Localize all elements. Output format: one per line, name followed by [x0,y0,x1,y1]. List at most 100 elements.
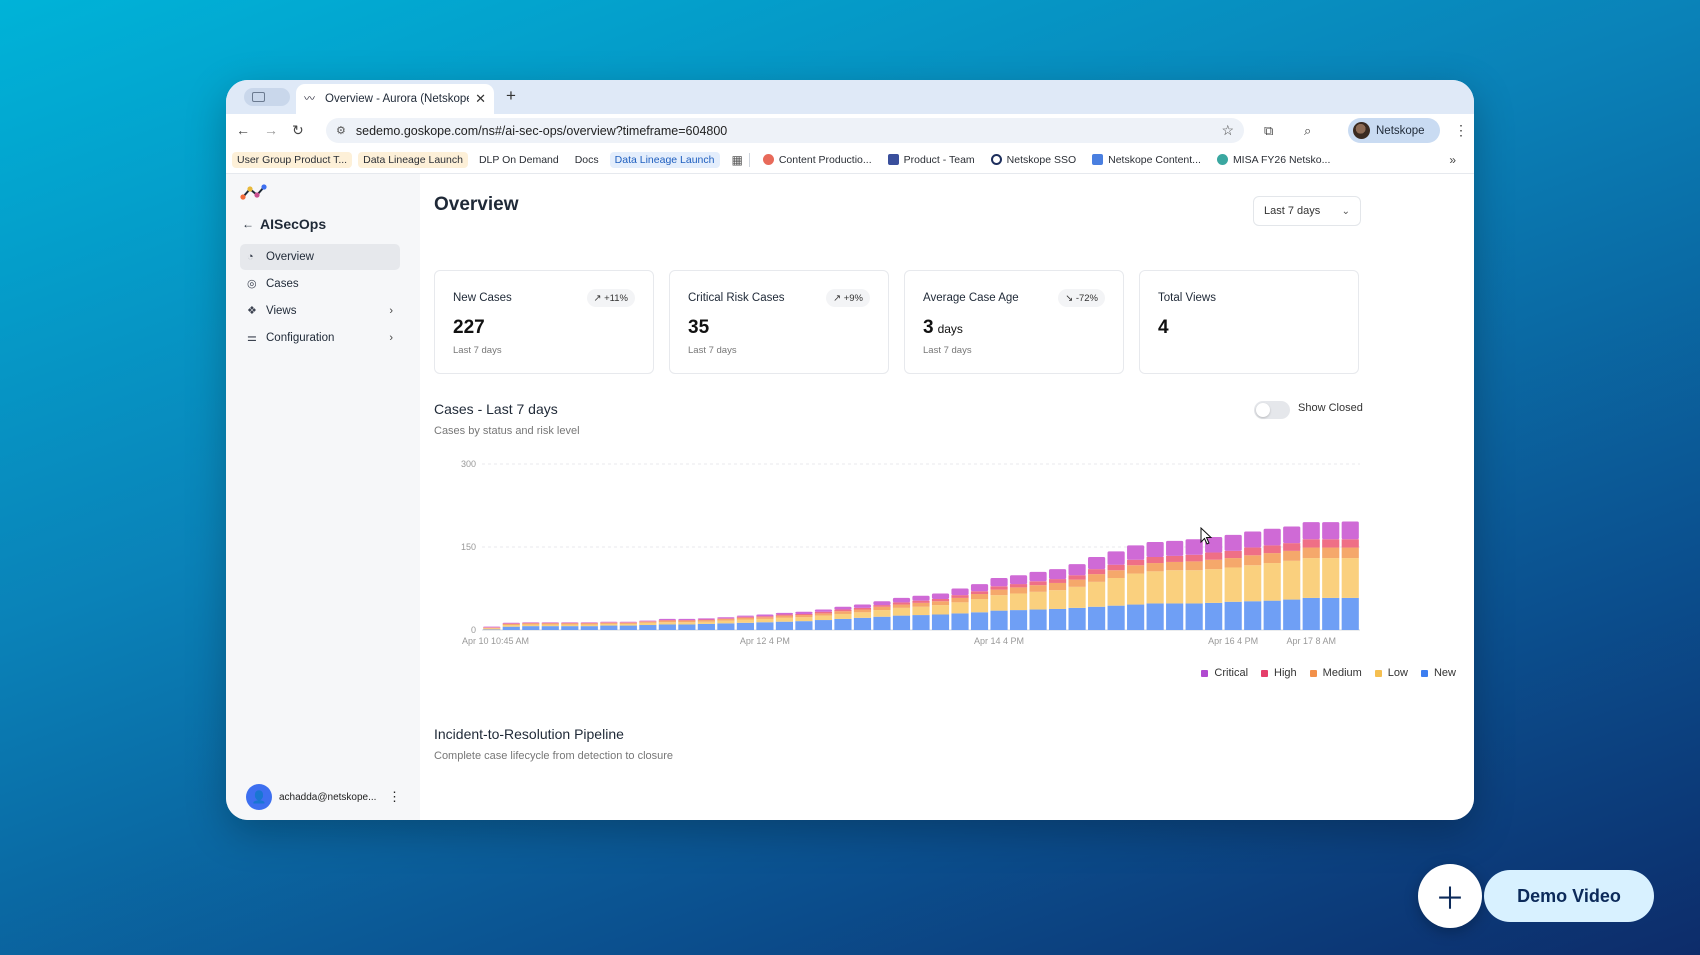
bar-segment-new[interactable] [1244,601,1262,630]
bar-segment-high[interactable] [912,600,930,603]
forward-arrow-icon[interactable]: → [264,122,278,138]
bar-segment-new[interactable] [1107,605,1125,630]
bar-segment-low[interactable] [1127,573,1145,605]
show-closed-toggle[interactable] [1254,401,1290,419]
bar-segment-high[interactable] [756,616,774,618]
bar-segment-high[interactable] [795,613,813,616]
bar-segment-low[interactable] [1205,569,1223,603]
bar-segment-critical[interactable] [990,577,1008,587]
bar-segment-critical[interactable] [1127,545,1145,560]
bar-segment-high[interactable] [1088,569,1106,575]
address-bar[interactable]: ⚙ sedemo.goskope.com/ns#/ai-sec-ops/over… [326,118,1244,143]
bar-segment-low[interactable] [1263,563,1281,601]
bar-segment-medium[interactable] [678,620,696,623]
bar-segment-critical[interactable] [756,614,774,617]
sidebar-item-views[interactable]: ❖ Views › [240,298,400,324]
bar-segment-high[interactable] [970,591,989,595]
bar-segment-critical[interactable] [970,584,989,592]
bar-segment-high[interactable] [522,622,540,624]
bar-segment-high[interactable] [1263,545,1281,554]
bar-segment-high[interactable] [483,627,501,628]
bar-segment-high[interactable] [1068,575,1086,580]
url-text[interactable]: sedemo.goskope.com/ns#/ai-sec-ops/overvi… [355,123,728,138]
bar-segment-medium[interactable] [853,609,872,613]
bar-segment-high[interactable] [580,622,598,624]
bar-segment-low[interactable] [1029,591,1047,610]
bar-segment-critical[interactable] [1341,521,1359,540]
legend-item-high[interactable]: High [1261,667,1297,679]
apps-grid-icon[interactable]: ▦ [731,152,743,167]
bar-segment-low[interactable] [658,622,676,625]
bar-segment-critical[interactable] [678,618,696,621]
bar-segment-medium[interactable] [522,623,540,625]
bar-segment-new[interactable] [775,621,794,630]
more-bookmarks-icon[interactable]: » [1449,152,1456,167]
bar-segment-new[interactable] [1068,607,1086,630]
bookmark-item[interactable]: DLP On Demand [478,153,559,166]
bar-segment-medium[interactable] [951,597,969,603]
average-case-age-card[interactable]: Average Case Age ↘ -72% 3 days Last 7 day… [904,270,1124,374]
bar-segment-high[interactable] [990,586,1008,590]
bar-segment-critical[interactable] [1244,531,1262,548]
bar-segment-high[interactable] [1283,543,1301,551]
site-settings-icon[interactable]: ⚙ [336,125,346,137]
bar-segment-medium[interactable] [814,613,833,616]
bar-segment-critical[interactable] [1009,575,1028,585]
bar-segment-high[interactable] [1205,552,1223,560]
bar-segment-medium[interactable] [639,621,657,623]
bar-segment-low[interactable] [483,628,501,630]
bar-segment-medium[interactable] [1048,582,1067,591]
bar-segment-medium[interactable] [541,623,559,625]
bar-segment-critical[interactable] [1107,551,1125,565]
bar-segment-critical[interactable] [1263,528,1281,546]
bar-segment-critical[interactable] [814,609,833,612]
bar-segment-critical[interactable] [892,597,911,603]
bar-segment-high[interactable] [541,622,559,624]
bar-segment-critical[interactable] [912,595,930,601]
bar-segment-new[interactable] [736,622,754,630]
bar-segment-low[interactable] [1068,586,1086,608]
bar-segment-new[interactable] [717,623,735,630]
bar-segment-low[interactable] [697,621,715,624]
bar-segment-medium[interactable] [483,627,501,629]
bar-segment-critical[interactable] [1185,539,1203,555]
bar-segment-low[interactable] [1146,571,1164,604]
bar-segment-high[interactable] [736,616,754,618]
tab-search-icon[interactable]: ⌕ [1304,123,1312,138]
bar-segment-high[interactable] [1244,547,1262,556]
bar-segment-low[interactable] [892,607,911,616]
bar-segment-medium[interactable] [1029,585,1047,592]
new-cases-card[interactable]: New Cases ↗ +11% 227 Last 7 days [434,270,654,374]
bar-segment-low[interactable] [1107,577,1125,606]
tab-search-button[interactable] [244,88,290,106]
bar-segment-new[interactable] [1009,610,1028,630]
browser-tab[interactable]: 〰 Overview - Aurora (Netskope ✕ [296,84,494,114]
bar-segment-critical[interactable] [697,618,715,620]
bookmark-item[interactable]: Data Lineage Launch [358,151,468,168]
bar-segment-low[interactable] [1244,565,1262,602]
bar-segment-new[interactable] [1283,599,1301,630]
bar-segment-critical[interactable] [717,617,735,619]
bar-segment-new[interactable] [697,623,715,630]
bar-segment-medium[interactable] [561,623,579,625]
bar-segment-new[interactable] [931,614,950,630]
bookmark-star-icon[interactable]: ☆ [1221,122,1234,138]
bar-segment-medium[interactable] [619,622,637,624]
bar-segment-new[interactable] [1185,603,1203,630]
bar-segment-high[interactable] [834,609,852,612]
bar-segment-low[interactable] [756,618,774,623]
bar-segment-medium[interactable] [717,618,735,621]
bar-segment-new[interactable] [1322,597,1340,630]
bar-segment-low[interactable] [795,617,813,622]
bar-segment-low[interactable] [639,622,657,626]
bar-segment-new[interactable] [1048,608,1067,630]
bar-segment-low[interactable] [931,605,950,615]
bar-segment-critical[interactable] [736,615,754,617]
bookmark-item[interactable]: User Group Product T... [232,151,353,168]
bar-segment-new[interactable] [619,625,637,630]
reload-icon[interactable]: ↻ [292,122,304,138]
browser-menu-icon[interactable]: ⋮ [1454,122,1468,138]
bar-segment-high[interactable] [775,614,794,616]
bar-segment-low[interactable] [541,624,559,627]
bar-segment-critical[interactable] [1068,564,1086,576]
